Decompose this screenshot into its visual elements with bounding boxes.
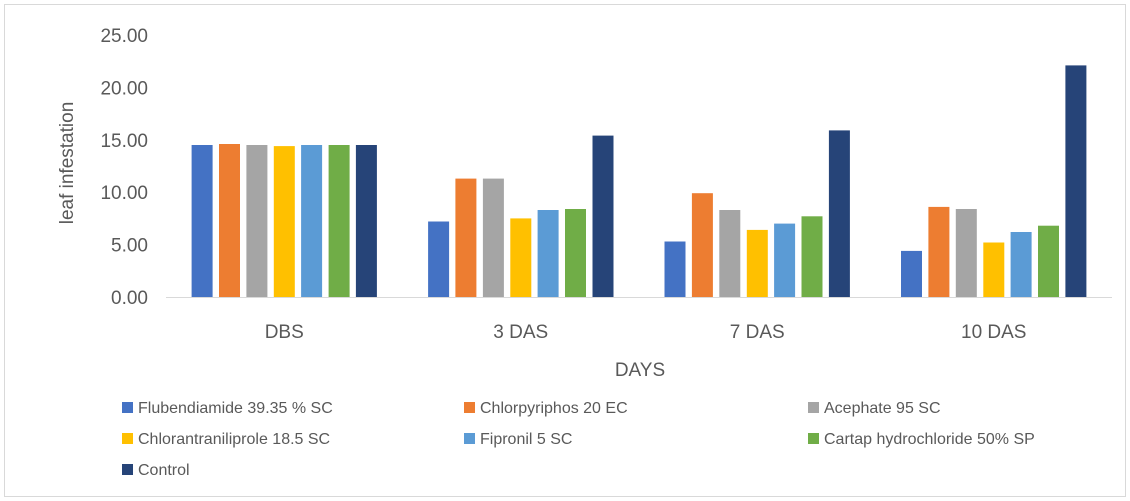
- bar: [482, 178, 504, 297]
- bar: [328, 145, 350, 297]
- legend-label: Cartap hydrochloride 50% SP: [824, 431, 1035, 448]
- bar-series: [191, 65, 1087, 298]
- bar: [955, 209, 977, 297]
- legend-label: Chlorpyriphos 20 EC: [480, 400, 628, 417]
- bar: [1038, 225, 1059, 297]
- y-tick-label: 10.00: [100, 183, 148, 204]
- bar: [828, 130, 850, 297]
- legend-swatch: [808, 402, 819, 413]
- bar: [537, 210, 559, 297]
- y-axis-ticks: 0.00 5.00 10.00 15.00 20.00 25.00: [100, 26, 148, 309]
- bar: [1010, 232, 1032, 297]
- legend-swatch: [122, 402, 133, 413]
- bar: [510, 218, 532, 297]
- legend-swatch: [464, 433, 475, 444]
- bar: [455, 178, 477, 297]
- y-tick-label: 15.00: [100, 131, 148, 152]
- bar: [355, 145, 377, 297]
- x-tick-label: DBS: [265, 322, 304, 343]
- bar: [983, 242, 1005, 297]
- bar: [746, 229, 768, 297]
- bar: [664, 241, 686, 297]
- bar: [719, 210, 741, 297]
- legend-label: Fipronil 5 SC: [480, 431, 572, 448]
- x-axis-label: DAYS: [615, 360, 665, 381]
- y-axis-label: leaf infestation: [57, 102, 78, 225]
- bar: [691, 193, 713, 297]
- y-tick-label: 25.00: [100, 26, 148, 47]
- y-tick-label: 0.00: [111, 288, 148, 309]
- bar: [1065, 65, 1087, 298]
- bar: [928, 206, 950, 297]
- bar: [565, 209, 586, 297]
- y-tick-label: 5.00: [111, 236, 148, 257]
- bar: [428, 221, 450, 297]
- bar: [191, 145, 213, 297]
- legend-label: Acephate 95 SC: [824, 400, 941, 417]
- x-axis-categories: DBS 3 DAS 7 DAS 10 DAS: [265, 322, 1027, 343]
- bar: [246, 145, 268, 297]
- legend-swatch: [122, 433, 133, 444]
- bar: [801, 216, 823, 297]
- legend-label: Chlorantraniliprole 18.5 SC: [138, 431, 330, 448]
- bar: [774, 223, 796, 297]
- legend-swatch: [464, 402, 475, 413]
- x-tick-label: 7 DAS: [730, 322, 785, 343]
- x-tick-label: 10 DAS: [961, 322, 1026, 343]
- bar: [901, 250, 922, 297]
- legend-label: Flubendiamide 39.35 % SC: [138, 400, 333, 417]
- bar: [273, 146, 295, 297]
- bar: [301, 145, 323, 297]
- legend-swatch: [808, 433, 819, 444]
- legend: Flubendiamide 39.35 % SC Chlorpyriphos 20…: [122, 400, 1035, 479]
- y-tick-label: 20.00: [100, 78, 148, 99]
- legend-swatch: [122, 464, 133, 475]
- legend-label: Control: [138, 462, 190, 479]
- bar: [219, 144, 240, 297]
- x-tick-label: 3 DAS: [493, 322, 548, 343]
- bar: [592, 135, 614, 297]
